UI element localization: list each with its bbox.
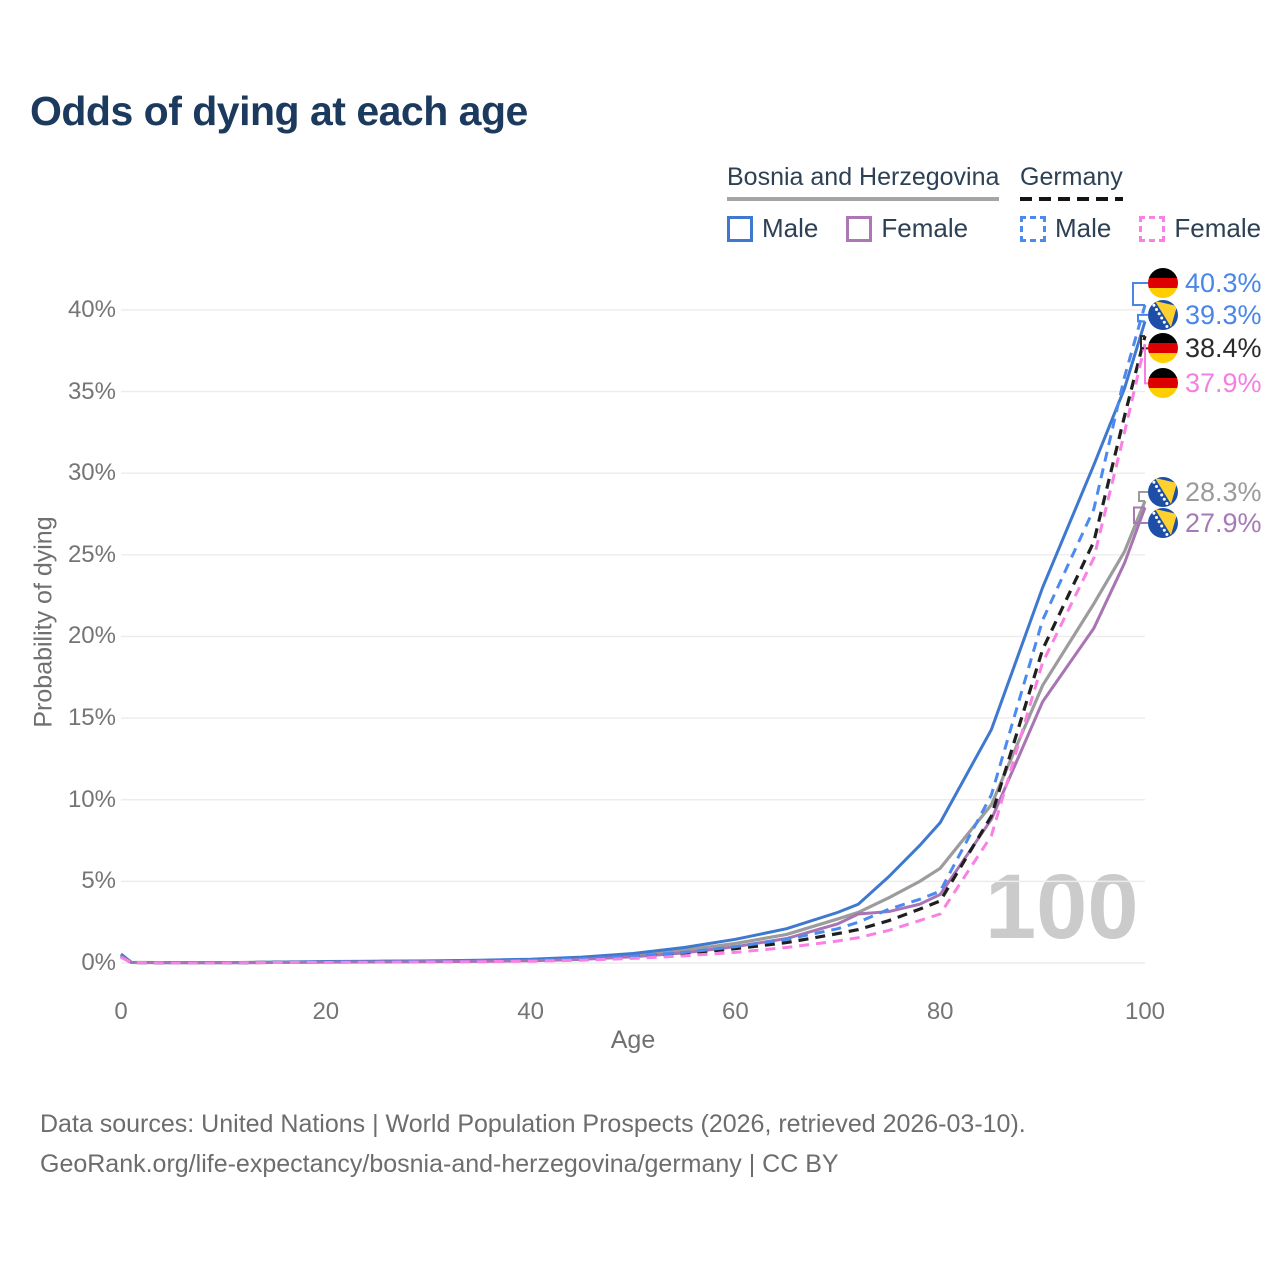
line-ba_male[interactable] (120, 320, 1147, 965)
x-tick-label: 100 (1124, 998, 1166, 1025)
y-tick-label: 15% (67, 704, 116, 732)
legend-group-bosnia: Bosnia and Herzegovina Male Female (727, 163, 1000, 244)
y-tick-label: 40% (67, 295, 116, 323)
bosnia-flag-icon (1148, 508, 1178, 538)
legend-item-germany-female[interactable]: Female (1139, 213, 1261, 244)
leader-line (1137, 313, 1148, 323)
bosnia-female-swatch-icon (846, 215, 873, 242)
legend-item-germany-male[interactable]: Male (1020, 213, 1111, 244)
y-tick-label: 10% (67, 785, 116, 813)
x-tick-label: 60 (722, 998, 749, 1025)
x-tick-label: 40 (517, 998, 544, 1025)
bosnia-flag-icon (1148, 476, 1178, 507)
legend-item-label: Female (1174, 213, 1262, 243)
leader-line (1144, 344, 1148, 385)
bosnia-line-style-icon (727, 197, 1000, 201)
y-tick-label: 25% (67, 540, 116, 568)
end-label-value: 27.9% (1185, 508, 1262, 538)
legend-item-label: Female (881, 213, 969, 243)
y-tick-label: 5% (81, 867, 116, 895)
y-tick-label: 20% (67, 622, 116, 650)
x-tick-label: 20 (312, 998, 340, 1025)
germany-flag-icon (1148, 268, 1178, 299)
legend-item-bosnia-male[interactable]: Male (727, 213, 818, 244)
end-label-value: 40.3% (1185, 268, 1262, 299)
bosnia-male-swatch-icon (727, 215, 753, 242)
end-label-de_female: 37.9% (1148, 368, 1262, 399)
end-label-value: 37.9% (1185, 368, 1262, 399)
end-label-de_male: 40.3% (1148, 268, 1262, 299)
legend-items-bosnia: Male Female (727, 213, 999, 244)
data-source-note: Data sources: United Nations | World Pop… (40, 1104, 1026, 1184)
germany-female-swatch-icon (1139, 215, 1166, 242)
end-label-ba_all: 28.3% (1148, 476, 1262, 507)
leader-line (1133, 506, 1148, 525)
legend-country-bosnia[interactable]: Bosnia and Herzegovina (727, 163, 1000, 201)
x-axis-title: Age (610, 1026, 656, 1054)
legend-item-label: Male (1055, 213, 1112, 243)
legend-country-germany[interactable]: Germany (1020, 163, 1123, 201)
line-de_male[interactable] (120, 304, 1147, 965)
legend-item-bosnia-female[interactable]: Female (846, 213, 968, 244)
watermark-age-100: 100 (985, 856, 1139, 958)
x-tick-label: 0 (114, 998, 128, 1025)
line-de_all[interactable] (120, 335, 1147, 965)
end-label-ba_female: 27.9% (1148, 508, 1262, 538)
line-ba_female[interactable] (120, 506, 1147, 965)
legend-country-label: Germany (1020, 163, 1123, 191)
y-tick-label: 30% (67, 459, 116, 487)
end-label-de_all: 38.4% (1148, 333, 1262, 364)
end-label-value: 28.3% (1185, 476, 1262, 507)
leader-line (1138, 490, 1148, 502)
data-source-line: Data sources: United Nations | World Pop… (40, 1110, 1026, 1138)
y-axis-title: Probability of dying (29, 516, 58, 728)
legend-group-germany: Germany Male Female (1020, 163, 1261, 244)
germany-flag-icon (1148, 368, 1178, 399)
germany-line-style-icon (1020, 197, 1123, 201)
y-tick-label: 0% (81, 949, 116, 976)
end-label-value: 39.3% (1185, 299, 1262, 330)
legend-country-label: Bosnia and Herzegovina (727, 163, 1000, 191)
legend-item-label: Male (762, 213, 819, 243)
germany-male-swatch-icon (1020, 215, 1046, 242)
attribution-line: GeoRank.org/life-expectancy/bosnia-and-h… (40, 1150, 839, 1178)
y-tick-label: 35% (67, 377, 116, 405)
page-title: Odds of dying at each age (30, 88, 528, 134)
line-de_female[interactable] (120, 343, 1147, 965)
end-label-value: 38.4% (1185, 333, 1262, 364)
legend-items-germany: Male Female (1020, 213, 1261, 244)
bosnia-flag-icon (1148, 299, 1178, 330)
leader-line (1132, 282, 1148, 307)
x-tick-label: 80 (926, 998, 954, 1025)
germany-flag-icon (1148, 333, 1178, 364)
end-label-ba_male: 39.3% (1148, 299, 1262, 330)
